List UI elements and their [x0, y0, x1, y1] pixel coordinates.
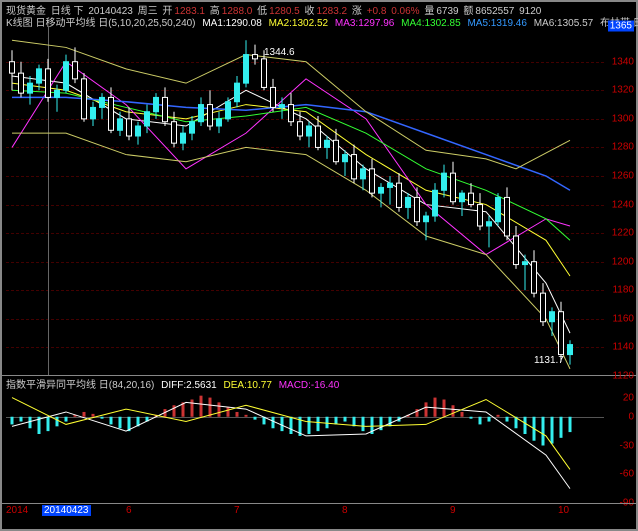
x-tick: 8 [342, 505, 348, 516]
macd-y-tick: 0 [628, 411, 634, 422]
y-tick: 1280 [612, 142, 634, 153]
quote-header: 现货黄金 日线 下 20140423 周三 开1283.1 高1288.0 低1… [2, 2, 636, 14]
x-tick: 10 [558, 505, 569, 516]
y-tick: 1320 [612, 85, 634, 96]
y-tick: 1180 [612, 285, 634, 296]
macd-chart[interactable]: -90-60-30020 [2, 388, 636, 503]
y-tick: 1200 [612, 256, 634, 267]
y-tick: 1240 [612, 199, 634, 210]
x-tick: 7 [234, 505, 240, 516]
macd-y-tick: -60 [620, 469, 634, 480]
y-tick: 1120 [612, 371, 634, 382]
y-tick: 1220 [612, 228, 634, 239]
y-tick: 1340 [612, 56, 634, 67]
x-tick: 9 [450, 505, 456, 516]
y-tick: 1140 [612, 342, 634, 353]
macd-legend: 指数平滑异同平均线 日(84,20,16) DIFF:2.5631 DEA:10… [2, 376, 636, 388]
macd-y-tick: 20 [623, 392, 634, 403]
y-tick: 1300 [612, 113, 634, 124]
time-x-axis: 2014 20140423 6 7 8 9 10 [2, 503, 636, 517]
price-annotation: 1131.7 [534, 355, 564, 366]
macd-y-axis: -90-60-30020 [606, 388, 636, 503]
price-y-axis: 1120114011601180120012201240126012801300… [606, 26, 636, 375]
price-chart[interactable]: 1344.61131.7 112011401160118012001220124… [2, 26, 636, 376]
y-tick: 1365 [608, 21, 634, 32]
x-date-highlight: 20140423 [42, 505, 91, 516]
x-year: 2014 [6, 505, 28, 516]
macd-y-tick: -30 [620, 440, 634, 451]
ma-legend: K线图 日移动平均线 日(5,10,20,25,50,240) MA1:1290… [2, 14, 636, 26]
x-tick: 6 [126, 505, 132, 516]
y-tick: 1160 [612, 313, 634, 324]
y-tick: 1260 [612, 171, 634, 182]
price-annotation: 1344.6 [264, 47, 295, 58]
chart-container: 现货黄金 日线 下 20140423 周三 开1283.1 高1288.0 低1… [0, 0, 638, 531]
